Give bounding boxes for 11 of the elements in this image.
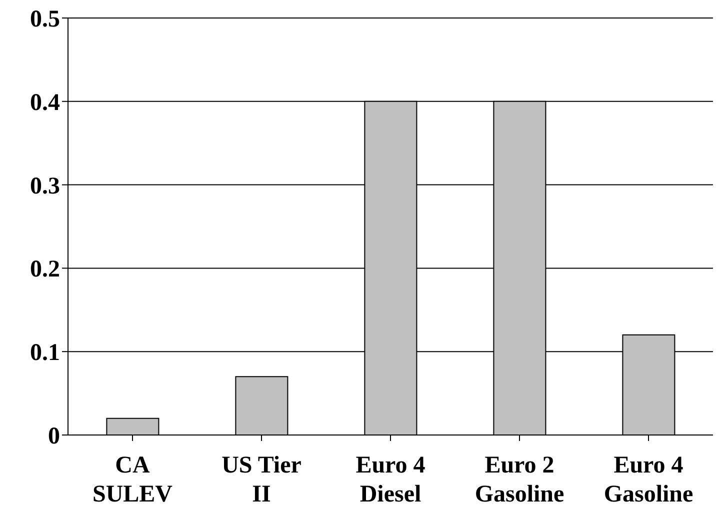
y-tick-label: 0.4 (30, 90, 60, 116)
x-tick-label: Euro 4 Gasoline (604, 452, 694, 508)
y-tick-label: 0.5 (30, 6, 60, 33)
x-tick-label: CA SULEV (92, 452, 174, 508)
y-tick-label: 0.2 (30, 256, 60, 283)
y-tick-label: 0 (48, 424, 60, 450)
x-tick-label: US Tier II (222, 452, 302, 508)
y-tick-label: 0.1 (30, 340, 60, 366)
x-tick-label: Euro 4 Diesel (356, 452, 426, 508)
x-tick-label: Euro 2 Gasoline (474, 452, 565, 508)
y-tick-label: 0.3 (30, 173, 60, 200)
